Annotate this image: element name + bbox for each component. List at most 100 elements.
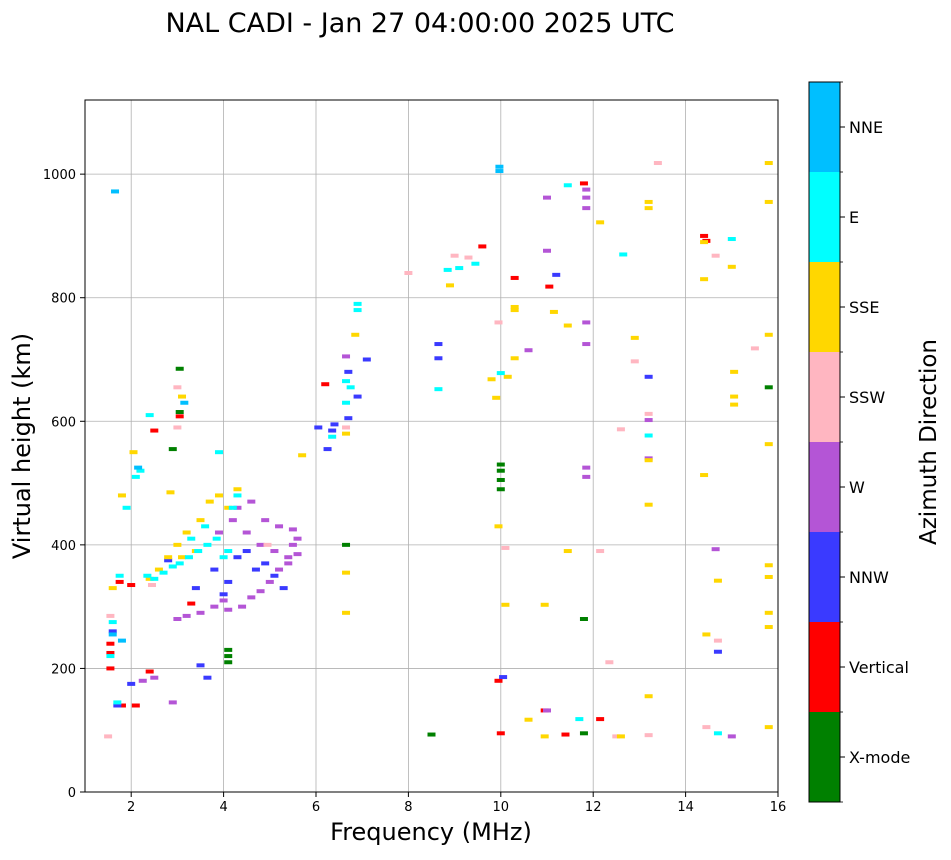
data-point-ssw: [263, 542, 272, 547]
data-point-e: [342, 400, 351, 405]
data-point-sse: [117, 493, 126, 498]
data-point-ssw: [630, 359, 639, 364]
colorbar-swatch-w: [809, 442, 840, 532]
colorbar: X-mode Vertical NNW W SSW SSE E NNE: [808, 81, 910, 803]
data-point-vertical: [510, 275, 519, 280]
plot-area: 2 4 6 8 10 12 14 16 0 200 400 600 800 1000: [43, 99, 786, 815]
data-point-w: [727, 734, 736, 739]
data-point-x-mode: [427, 732, 436, 737]
data-point-ssw: [713, 638, 722, 643]
data-point-x-mode: [579, 617, 588, 621]
data-point-nnw: [323, 447, 332, 452]
data-point-sse: [510, 356, 519, 361]
data-point-ssw: [501, 545, 510, 550]
data-point-e: [353, 301, 362, 306]
data-point-vertical: [596, 717, 605, 722]
data-point-sse: [644, 502, 653, 507]
data-point-e: [575, 717, 584, 722]
data-point-sse: [540, 734, 549, 739]
data-point-vertical: [700, 233, 709, 238]
data-point-w: [582, 195, 591, 200]
data-point-w: [582, 465, 591, 470]
data-point-vertical: [131, 703, 140, 708]
data-point-w: [256, 589, 265, 594]
colorbar-swatch-sse: [809, 262, 840, 352]
data-point-nnw: [251, 567, 260, 572]
data-point-x-mode: [224, 654, 233, 659]
data-point-nnw: [224, 579, 233, 584]
data-point-ssw: [404, 271, 413, 275]
data-point-vertical: [579, 181, 588, 186]
data-point-e: [727, 237, 736, 242]
data-point-w: [196, 610, 205, 615]
data-point-e: [143, 573, 152, 578]
data-point-nnw: [279, 586, 288, 591]
data-point-x-mode: [496, 468, 505, 473]
data-point-nnw: [113, 703, 122, 708]
data-point-e: [136, 468, 145, 473]
data-point-w: [582, 474, 591, 479]
colorbar-label-sse: SSE: [849, 298, 879, 317]
data-point-nnw: [127, 681, 136, 686]
data-point-sse: [108, 586, 117, 591]
plot-frame: [84, 99, 779, 793]
data-point-sse: [764, 610, 773, 615]
data-point-w: [238, 604, 247, 609]
x-tick-label: 4: [219, 800, 227, 815]
data-point-ssw: [702, 725, 711, 730]
data-point-ssw: [173, 385, 182, 390]
colorbar-swatch-vertical: [809, 622, 840, 712]
data-point-sse: [700, 240, 709, 245]
data-point-vertical: [545, 284, 554, 289]
data-point-sse: [563, 323, 572, 328]
data-point-w: [168, 700, 177, 705]
x-tick-label: 10: [493, 800, 510, 815]
data-point-nnw: [210, 567, 219, 572]
data-point-w: [224, 607, 233, 612]
data-point-e: [203, 542, 212, 547]
colorbar-label-e: E: [849, 208, 859, 227]
data-point-sse: [700, 277, 709, 282]
data-point-sse: [342, 570, 351, 575]
data-point-w: [284, 555, 293, 560]
data-point-nnw: [344, 416, 353, 421]
data-point-sse: [196, 518, 205, 523]
data-point-w: [233, 505, 242, 510]
colorbar-label: Azimuth Direction: [916, 339, 942, 545]
data-point-e: [619, 252, 628, 257]
data-point-ssw: [464, 255, 473, 260]
y-tick-label: 800: [51, 292, 76, 307]
data-point-w: [270, 549, 279, 554]
data-point-w: [138, 678, 147, 683]
data-point-sse: [503, 374, 512, 379]
data-point-sse: [524, 717, 533, 722]
data-point-nne: [180, 400, 189, 405]
data-point-e: [563, 183, 572, 188]
data-point-vertical: [106, 666, 115, 671]
data-point-ssw: [644, 411, 653, 416]
data-point-sse: [764, 161, 773, 166]
data-point-w: [288, 542, 297, 547]
data-point-sse: [501, 602, 510, 607]
data-point-e: [122, 505, 131, 510]
data-point-nnw: [261, 561, 270, 566]
data-point-sse: [644, 694, 653, 699]
data-point-e: [219, 555, 228, 560]
data-point-vertical: [106, 641, 115, 646]
data-point-vertical: [175, 414, 184, 419]
data-point-sse: [730, 402, 739, 407]
data-point-e: [187, 536, 196, 541]
data-point-nnw: [328, 428, 337, 433]
data-point-vertical: [561, 732, 570, 737]
data-point-nne: [495, 169, 504, 174]
data-point-w: [543, 248, 551, 253]
y-tick-label: 1000: [43, 168, 76, 183]
colorbar-swatch-x-mode: [809, 712, 840, 802]
data-point-sse: [129, 450, 138, 455]
data-point-vertical: [106, 650, 115, 655]
data-point-w: [150, 675, 159, 680]
data-point-e: [342, 379, 351, 384]
data-point-w: [173, 617, 182, 621]
colorbar-frame: [808, 81, 841, 803]
data-point-e: [201, 524, 210, 529]
